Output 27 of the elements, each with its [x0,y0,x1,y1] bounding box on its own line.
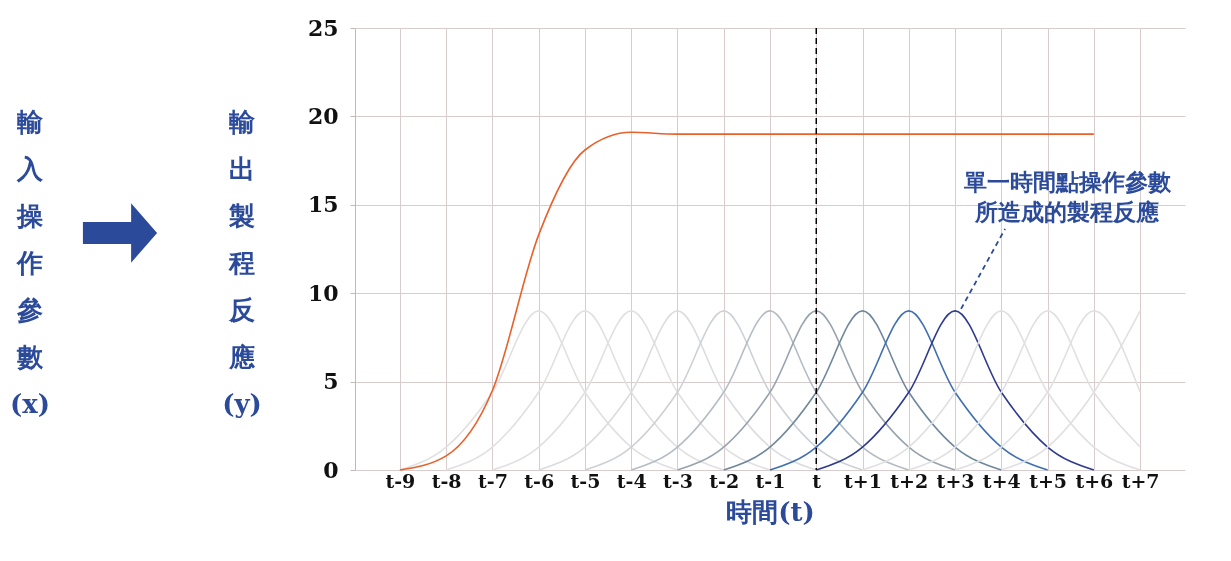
y-tick-label: 0 [323,456,339,483]
text: 輸入操作參數(x) [9,107,51,419]
y-tick-label: 20 [307,102,339,129]
x-tick-label: t+5 [1029,469,1068,492]
x-tick-label: t+6 [1075,469,1114,492]
x-tick-label: t-1 [755,469,786,492]
x-tick-label: t-4 [616,469,647,492]
x-tick-label: t-5 [570,469,601,492]
x-tick-label: t+3 [936,469,975,492]
x-tick-label: t+2 [890,469,929,492]
y-tick-label: 10 [307,279,339,306]
x-tick-label: t-3 [663,469,693,492]
x-tick-label: t [812,469,822,492]
x-tick-label: t+4 [982,469,1021,492]
x-tick-label: t-6 [524,469,555,492]
annotation: 單一時間點操作參數所造成的製程反應 [962,167,1172,225]
y-tick-label: 5 [323,368,339,395]
y-tick-label: 15 [307,191,339,218]
y-tick-label: 25 [307,14,339,41]
x-tick-label: t-7 [477,469,508,492]
y-axis-title: 輸出製程反應(y) [222,107,262,419]
x-tick-label: t+1 [844,469,882,492]
x-tick-label: t-9 [385,469,416,492]
x-tick-label: t-2 [709,469,740,492]
x-tick-label: t-8 [431,469,462,492]
x-tick-label: t+7 [1121,469,1160,492]
x-axis-title: 時間(t) [726,496,815,527]
